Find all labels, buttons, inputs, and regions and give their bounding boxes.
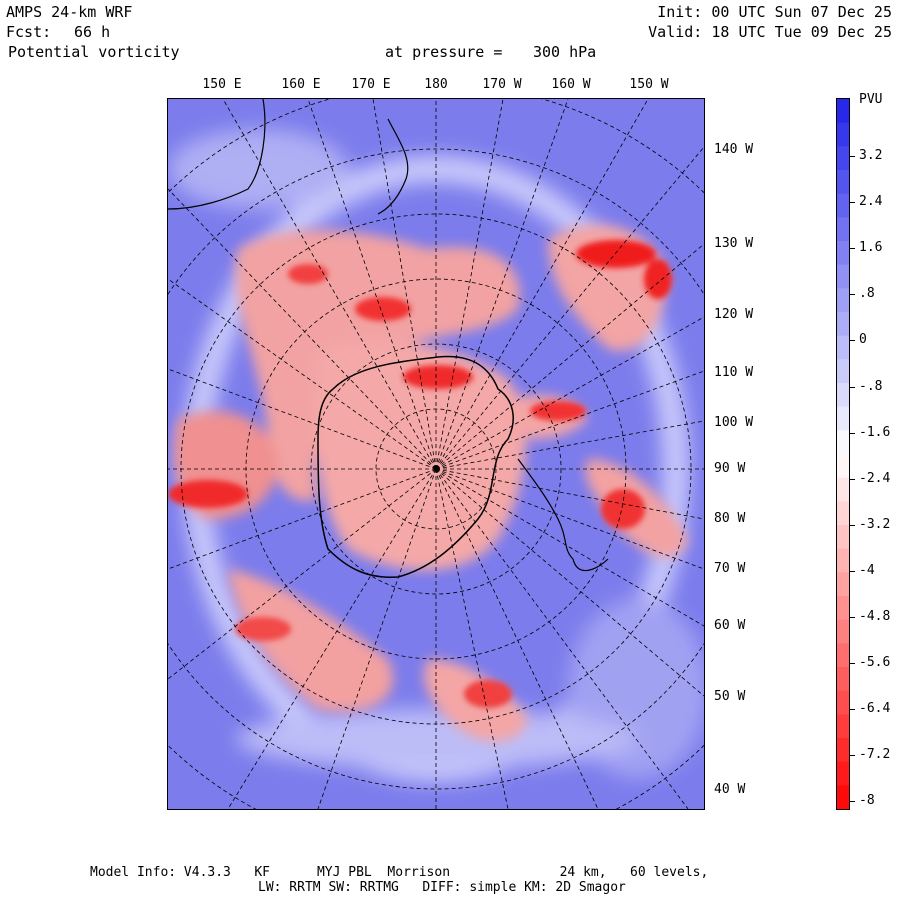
- colorbar-label: -8: [859, 793, 875, 809]
- lon-label-right: 40 W: [714, 782, 746, 797]
- colorbar-swatch: [837, 454, 849, 479]
- colorbar-label: 0: [859, 332, 867, 348]
- colorbar-tick: [850, 801, 855, 803]
- colorbar-tick: [850, 709, 855, 711]
- colorbar-swatch: [837, 288, 849, 313]
- new-zealand-coastline: [377, 118, 409, 215]
- australia-coastline: [168, 99, 266, 210]
- colorbar-label: -5.6: [859, 655, 891, 671]
- colorbar-label: -.8: [859, 378, 883, 394]
- colorbar-swatch: [837, 430, 849, 455]
- pv-map: [167, 98, 705, 810]
- pv-map-graphic: [168, 99, 704, 809]
- colorbar-swatch: [837, 501, 849, 526]
- valid-time: Valid: 18 UTC Tue 09 Dec 25: [648, 23, 892, 41]
- colorbar-swatch: [837, 217, 849, 242]
- colorbar-swatch: [837, 383, 849, 408]
- lon-label-top: 160 E: [281, 77, 321, 92]
- colorbar-swatch: [837, 241, 849, 266]
- south-america-coastline: [517, 458, 609, 572]
- lon-label-top: 170 E: [351, 77, 391, 92]
- lon-label-top: 150 E: [202, 77, 242, 92]
- colorbar-label: -2.4: [859, 470, 891, 486]
- colorbar-tick: [850, 248, 855, 250]
- colorbar-tick: [850, 663, 855, 665]
- colorbar-swatch: [837, 170, 849, 195]
- colorbar-unit: PVU: [859, 92, 883, 107]
- colorbar-label: -6.4: [859, 701, 891, 717]
- init-time: Init: 00 UTC Sun 07 Dec 25: [657, 3, 892, 21]
- lon-label-right: 60 W: [714, 618, 746, 633]
- colorbar: [836, 98, 850, 810]
- colorbar-tick: [850, 386, 855, 388]
- colorbar-tick: [850, 432, 855, 434]
- colorbar-swatch: [837, 643, 849, 668]
- lon-label-right: 110 W: [714, 365, 754, 380]
- colorbar-label: -4: [859, 562, 875, 578]
- colorbar-swatch: [837, 785, 849, 810]
- colorbar-swatches: [837, 99, 849, 810]
- colorbar-tick: [850, 570, 855, 572]
- lon-label-right: 50 W: [714, 689, 746, 704]
- colorbar-swatch: [837, 690, 849, 715]
- colorbar-label: -7.2: [859, 747, 891, 763]
- colorbar-swatch: [837, 596, 849, 621]
- colorbar-swatch: [837, 359, 849, 384]
- colorbar-label: 1.6: [859, 240, 883, 256]
- colorbar-swatch: [837, 738, 849, 763]
- colorbar-swatch: [837, 714, 849, 739]
- lon-label-top: 160 W: [551, 77, 591, 92]
- colorbar-swatch: [837, 99, 849, 124]
- lon-label-right: 120 W: [714, 307, 754, 322]
- colorbar-label: 2.4: [859, 194, 883, 210]
- colorbar-tick: [850, 340, 855, 342]
- model-info: Model Info: V4.3.3 KF MYJ PBL Morrison 2…: [90, 865, 709, 880]
- lon-label-right: 100 W: [714, 415, 754, 430]
- lon-label-right: 140 W: [714, 142, 754, 157]
- lon-label-top: 170 W: [482, 77, 522, 92]
- lon-label-right: 90 W: [714, 461, 746, 476]
- colorbar-label: -3.2: [859, 516, 891, 532]
- colorbar-label: -4.8: [859, 609, 891, 624]
- pressure-label: at pressure =: [385, 43, 503, 61]
- graticule: [168, 99, 704, 809]
- colorbar-tick: [850, 156, 855, 157]
- colorbar-label: -1.6: [859, 424, 891, 440]
- colorbar-swatch: [837, 548, 849, 573]
- colorbar-swatch: [837, 193, 849, 218]
- colorbar-label: 3.2: [859, 148, 883, 163]
- colorbar-swatch: [837, 335, 849, 360]
- colorbar-swatch: [837, 667, 849, 692]
- lon-label-right: 130 W: [714, 236, 754, 251]
- colorbar-swatch: [837, 264, 849, 289]
- colorbar-swatch: [837, 761, 849, 786]
- colorbar-swatch: [837, 525, 849, 550]
- colorbar-tick: [850, 294, 855, 296]
- lon-label-top: 150 W: [629, 77, 669, 92]
- lon-label-top: 180: [424, 77, 448, 92]
- colorbar-tick: [850, 478, 855, 480]
- physics-info: LW: RRTM SW: RRTMG DIFF: simple KM: 2D S…: [258, 880, 626, 895]
- colorbar-label: .8: [859, 286, 875, 302]
- colorbar-tick: [850, 755, 855, 757]
- pressure-level: 300 hPa: [533, 43, 597, 61]
- lon-label-right: 80 W: [714, 511, 746, 526]
- colorbar-tick: [850, 524, 855, 526]
- antarctica-coastline: [317, 355, 514, 578]
- colorbar-swatch: [837, 406, 849, 431]
- colorbar-swatch: [837, 619, 849, 644]
- colorbar-swatch: [837, 146, 849, 171]
- colorbar-swatch: [837, 312, 849, 337]
- colorbar-tick: [850, 617, 855, 618]
- forecast-hours: 66 h: [74, 23, 111, 41]
- forecast-label: Fcst:: [6, 23, 52, 41]
- lon-label-right: 70 W: [714, 561, 746, 576]
- colorbar-swatch: [837, 477, 849, 502]
- model-title: AMPS 24-km WRF: [6, 3, 133, 21]
- colorbar-swatch: [837, 572, 849, 597]
- colorbar-swatch: [837, 122, 849, 147]
- field-name: Potential vorticity: [8, 43, 180, 61]
- colorbar-tick: [850, 202, 855, 204]
